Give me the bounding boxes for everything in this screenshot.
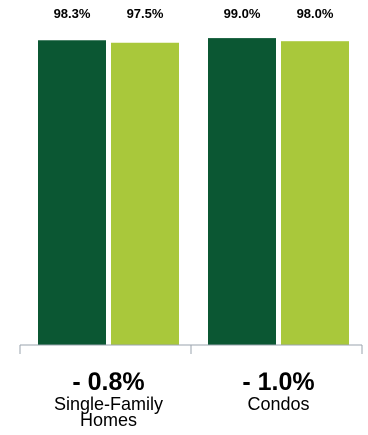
change-label-1: - 0.8% <box>72 368 144 396</box>
category-label-1-line-2: Homes <box>80 410 137 430</box>
data-label-1-series-1: 98.3% <box>54 6 91 21</box>
data-label-1-series-2: 97.5% <box>127 6 164 21</box>
change-label-2: - 1.0% <box>242 368 314 396</box>
bars-layer <box>38 38 349 346</box>
bar-2-series-2 <box>281 41 349 345</box>
category-label-1-line-1: Single-Family <box>54 394 163 414</box>
value-labels-layer: 98.3% 97.5% 99.0% 98.0% <box>54 6 334 21</box>
bar-2-series-1 <box>208 38 276 345</box>
data-label-2-series-1: 99.0% <box>224 6 261 21</box>
bar-1-series-1 <box>38 40 106 346</box>
category-label-2-line-1: Condos <box>247 394 309 414</box>
bar-1-series-2 <box>111 42 179 345</box>
x-axis <box>19 344 363 354</box>
data-label-2-series-2: 98.0% <box>297 6 334 21</box>
